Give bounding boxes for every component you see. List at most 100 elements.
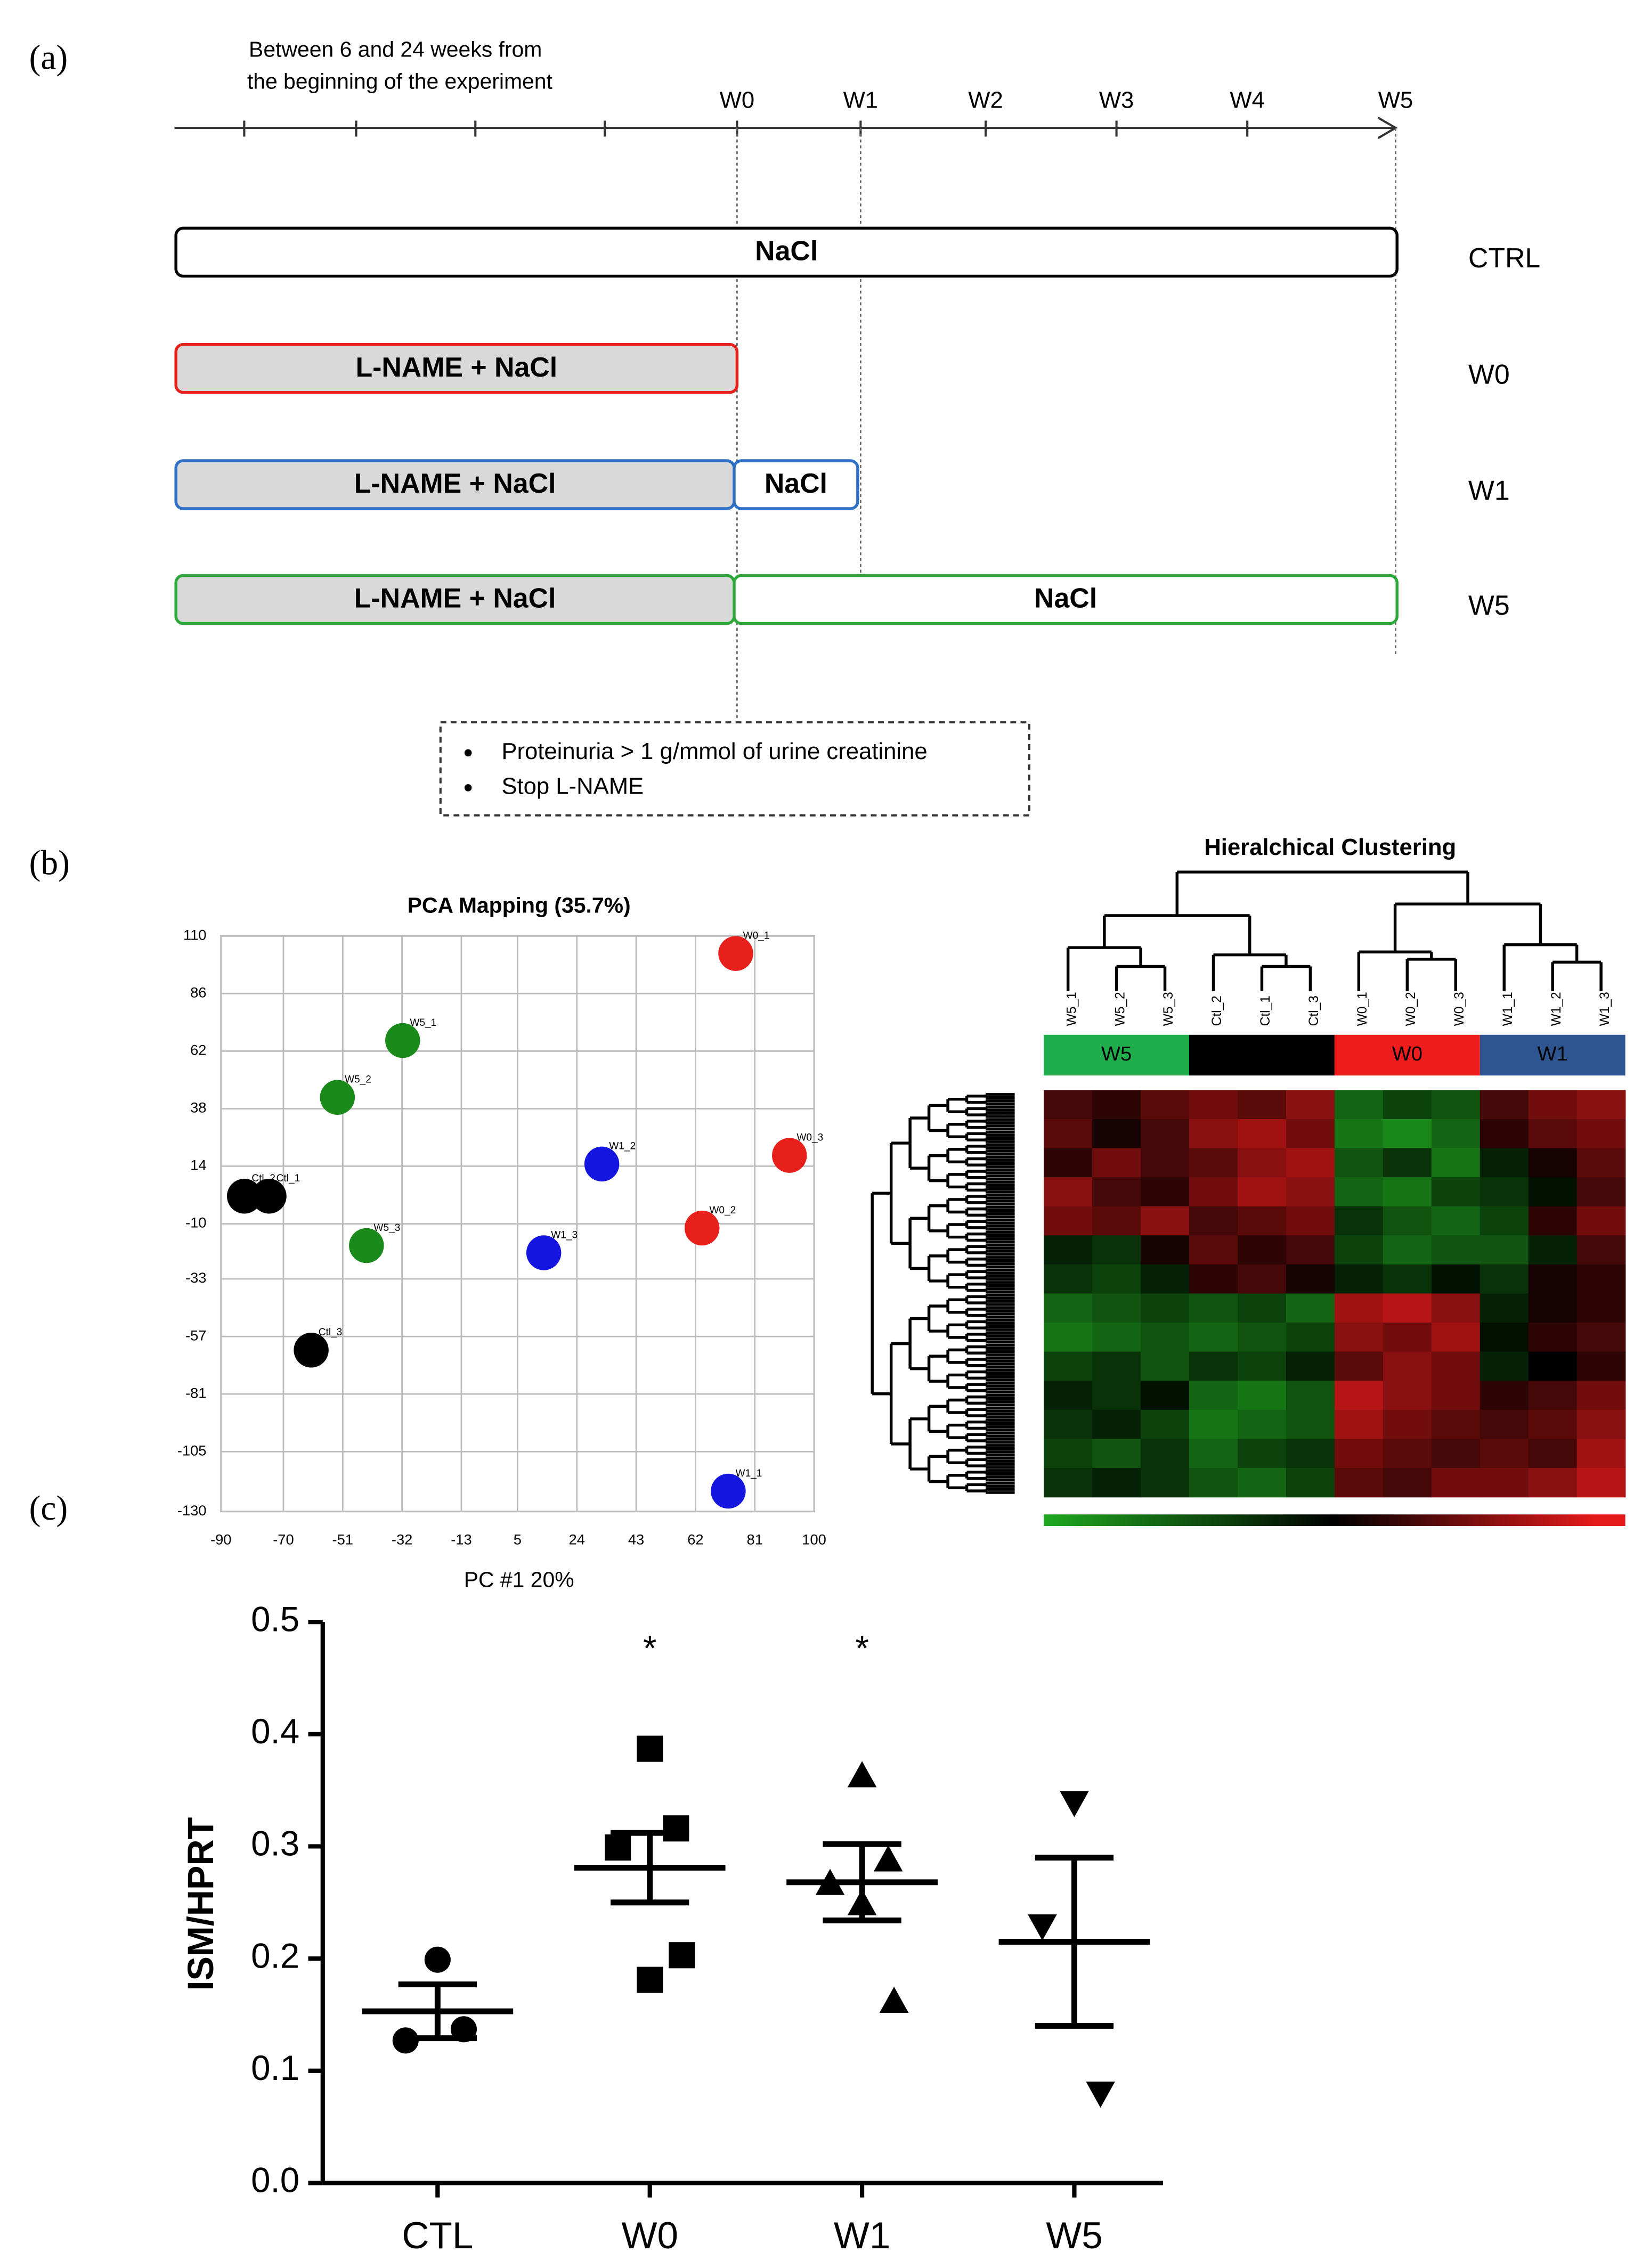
heatmap-cell: [1334, 1381, 1384, 1410]
heatmap-cell: [1576, 1177, 1626, 1207]
heatmap-cell: [1480, 1323, 1529, 1352]
heatmap-cell: [1237, 1177, 1287, 1207]
point: [669, 1942, 695, 1969]
point: [1060, 1791, 1089, 1817]
heatmap-cell: [1576, 1351, 1626, 1382]
heatmap-cell: [1334, 1264, 1384, 1294]
heatmap-cell: [1044, 1090, 1093, 1120]
heatmap-cell: [1383, 1177, 1432, 1207]
point-label: W5_1: [410, 1017, 436, 1029]
heatmap-cell: [1383, 1148, 1432, 1178]
point: [663, 1815, 689, 1842]
point-label: W0_1: [743, 930, 770, 941]
treatment-bar: [174, 342, 739, 394]
heatmap-cell: [1431, 1177, 1481, 1207]
heatmap-cell: [1141, 1235, 1190, 1265]
heatmap-cell: [1576, 1439, 1626, 1469]
heatmap-cell: [1092, 1177, 1141, 1207]
heatmap-cell: [1480, 1177, 1529, 1207]
treatment-bar: [174, 226, 1399, 278]
time-label: W0: [720, 87, 754, 113]
x-tick-label: CTL: [402, 2215, 473, 2257]
point: [605, 1834, 631, 1861]
group-bar: [1334, 1034, 1480, 1076]
group-label: W5: [1468, 590, 1510, 621]
heatmap-cell: [1237, 1090, 1287, 1120]
heatmap-cell: [1092, 1293, 1141, 1323]
heatmap-cell: [1044, 1293, 1093, 1323]
period-note: the beginning of the experiment: [247, 69, 553, 93]
heatmap-cell: [1141, 1381, 1190, 1410]
y-tick-label: 86: [190, 984, 206, 1000]
heatmap-cell: [1092, 1467, 1141, 1498]
heatmap-cell: [1286, 1119, 1335, 1149]
column-label: W0_3: [1452, 992, 1467, 1026]
group-bar: [1044, 1034, 1190, 1076]
heatmap-cell: [1576, 1409, 1626, 1440]
heatmap-cell: [1286, 1206, 1335, 1236]
point: [772, 1138, 807, 1173]
point: [251, 1178, 287, 1214]
heatmap-cell: [1189, 1439, 1238, 1469]
heatmap-cell: [1576, 1381, 1626, 1410]
y-tick-label: -57: [185, 1327, 206, 1343]
treatment-label: NaCl: [765, 468, 827, 499]
note-box: [439, 721, 1030, 817]
panel-label: (c): [29, 1489, 68, 1528]
heatmap-cell: [1092, 1439, 1141, 1469]
heatmap-cell: [1092, 1206, 1141, 1236]
point: [294, 1333, 329, 1368]
heatmap-cell: [1383, 1439, 1432, 1469]
column-label: W5_3: [1161, 992, 1176, 1026]
heatmap-cell: [1528, 1409, 1578, 1440]
heatmap-cell: [1286, 1381, 1335, 1410]
heatmap-cell: [1576, 1264, 1626, 1294]
heatmap-cell: [1528, 1323, 1578, 1352]
heatmap-cell: [1237, 1409, 1287, 1440]
significance: *: [643, 1629, 656, 1668]
y-tick-label: 0.0: [251, 2161, 299, 2200]
heatmap-cell: [1141, 1119, 1190, 1149]
heatmap-cell: [1431, 1439, 1481, 1469]
chart-title: PCA Mapping (35.7%): [408, 893, 631, 917]
heatmap-cell: [1286, 1323, 1335, 1352]
x-tick-label: W0: [621, 2215, 678, 2257]
guide-lines: [736, 128, 1396, 721]
heatmap-cell: [1237, 1119, 1287, 1149]
heatmap-cell: [1528, 1119, 1578, 1149]
heatmap-cell: [1189, 1177, 1238, 1207]
heatmap-cell: [1044, 1351, 1093, 1382]
point: [637, 1735, 663, 1762]
heatmap-cell: [1286, 1264, 1335, 1294]
column-label: W1_2: [1549, 992, 1564, 1026]
heatmap-cell: [1431, 1409, 1481, 1440]
heatmap-cell: [1334, 1206, 1384, 1236]
heatmap-cell: [1237, 1323, 1287, 1352]
time-label: W4: [1230, 87, 1264, 113]
group-label: W1: [1468, 475, 1510, 506]
column-label: W0_2: [1404, 992, 1418, 1026]
treatment-label: L-NAME + NaCl: [354, 583, 556, 614]
y-tick-label: 14: [190, 1157, 206, 1173]
chart-title: Hieralchical Clustering: [1204, 834, 1456, 860]
heatmap-cell: [1189, 1381, 1238, 1410]
heatmap-cell: [1480, 1235, 1529, 1265]
heatmap-cell: [1286, 1235, 1335, 1265]
heatmap-cell: [1383, 1090, 1432, 1120]
treatment-bar: [733, 459, 859, 510]
heatmap-cell: [1576, 1148, 1626, 1178]
heatmap-cell: [1189, 1206, 1238, 1236]
heatmap-cell: [1431, 1090, 1481, 1120]
group-label: W0: [1468, 358, 1510, 389]
x-tick-label: 5: [514, 1531, 522, 1548]
treatment-label: NaCl: [1034, 583, 1097, 614]
point-label: W0_3: [796, 1132, 823, 1143]
heatmap-cell: [1383, 1235, 1432, 1265]
heatmap-cell: [1044, 1264, 1093, 1294]
heatmap-cell: [1237, 1439, 1287, 1469]
column-label: W5_2: [1113, 992, 1127, 1026]
heatmap-cell: [1237, 1351, 1287, 1382]
color-bar: [1044, 1514, 1625, 1527]
y-tick-label: 0.2: [251, 1936, 299, 1975]
treatment-label: L-NAME + NaCl: [354, 468, 556, 499]
